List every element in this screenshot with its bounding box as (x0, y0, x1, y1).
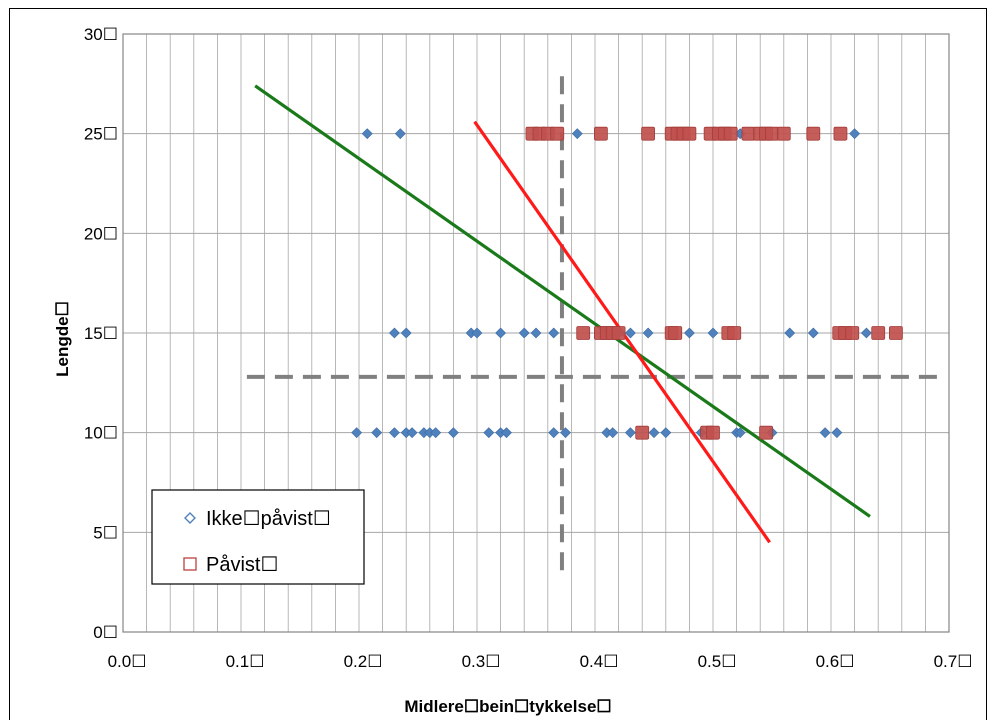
legend-label-pavist: Påvist☐ (206, 554, 278, 576)
data-point-diamond (496, 328, 506, 338)
data-point-diamond (362, 129, 372, 139)
data-point-square (760, 426, 773, 439)
data-point-square (777, 127, 790, 140)
data-point-square (636, 426, 649, 439)
data-point-diamond (549, 428, 559, 438)
data-point-diamond (608, 428, 618, 438)
y-tick-label: 20☐ (84, 224, 118, 243)
y-tick-label: 5☐ (93, 523, 118, 542)
x-axis-ticks: 0.0☐ 0.1☐ 0.2☐ 0.3☐ 0.4☐ 0.5☐ 0.6☐ 0.7☐ (108, 652, 973, 671)
data-point-square (683, 127, 696, 140)
data-point-square (577, 327, 590, 340)
data-point-diamond (431, 428, 441, 438)
x-axis-title: Midlere☐bein☐tykkelse☐ (404, 697, 611, 716)
x-tick-label: 0.5☐ (698, 652, 737, 671)
x-tick-label: 0.4☐ (580, 652, 619, 671)
data-point-square (807, 127, 820, 140)
data-point-square (642, 127, 655, 140)
y-axis-ticks: 0☐ 5☐ 10☐ 15☐ 20☐ 25☐ 30☐ (84, 25, 118, 642)
x-tick-label: 0.0☐ (108, 652, 147, 671)
data-point-square (724, 127, 737, 140)
data-point-diamond (850, 129, 860, 139)
data-point-square (728, 327, 741, 340)
data-point-diamond (785, 328, 795, 338)
data-point-diamond (684, 328, 694, 338)
y-tick-label: 0☐ (93, 623, 118, 642)
x-tick-label: 0.2☐ (344, 652, 383, 671)
data-point-square (766, 127, 779, 140)
y-axis-title: Lengde☐ (53, 301, 72, 377)
x-tick-label: 0.3☐ (462, 652, 501, 671)
data-points (352, 127, 903, 439)
data-point-square (612, 327, 625, 340)
data-point-diamond (708, 328, 718, 338)
data-point-diamond (808, 328, 818, 338)
y-tick-label: 15☐ (84, 324, 118, 343)
data-point-diamond (407, 428, 417, 438)
data-point-diamond (643, 328, 653, 338)
y-tick-label: 10☐ (84, 424, 118, 443)
data-point-square (669, 327, 682, 340)
data-point-diamond (484, 428, 494, 438)
y-tick-label: 25☐ (84, 125, 118, 144)
data-point-diamond (531, 328, 541, 338)
data-point-diamond (625, 428, 635, 438)
y-tick-label: 30☐ (84, 25, 118, 44)
data-point-diamond (661, 428, 671, 438)
data-point-diamond (549, 328, 559, 338)
data-point-square (834, 127, 847, 140)
data-point-diamond (832, 428, 842, 438)
data-point-square (742, 127, 755, 140)
x-tick-label: 0.7☐ (934, 652, 973, 671)
data-point-square (846, 327, 859, 340)
data-point-diamond (448, 428, 458, 438)
data-point-square (551, 127, 564, 140)
data-point-diamond (649, 428, 659, 438)
legend-label-ikke-pavist: Ikke☐påvist☐ (206, 508, 331, 530)
data-point-diamond (861, 328, 871, 338)
data-point-diamond (352, 428, 362, 438)
data-point-diamond (395, 129, 405, 139)
legend: Ikke☐påvist☐ Påvist☐ (152, 490, 364, 584)
data-point-diamond (572, 129, 582, 139)
data-point-diamond (372, 428, 382, 438)
data-point-diamond (389, 328, 399, 338)
data-point-diamond (502, 428, 512, 438)
data-point-diamond (401, 328, 411, 338)
data-point-square (594, 127, 607, 140)
data-point-diamond (472, 328, 482, 338)
data-point-square (707, 426, 720, 439)
data-point-diamond (820, 428, 830, 438)
data-point-square (872, 327, 885, 340)
x-tick-label: 0.1☐ (226, 652, 265, 671)
data-point-diamond (519, 328, 529, 338)
data-point-square (889, 327, 902, 340)
x-tick-label: 0.6☐ (816, 652, 855, 671)
data-point-diamond (389, 428, 399, 438)
